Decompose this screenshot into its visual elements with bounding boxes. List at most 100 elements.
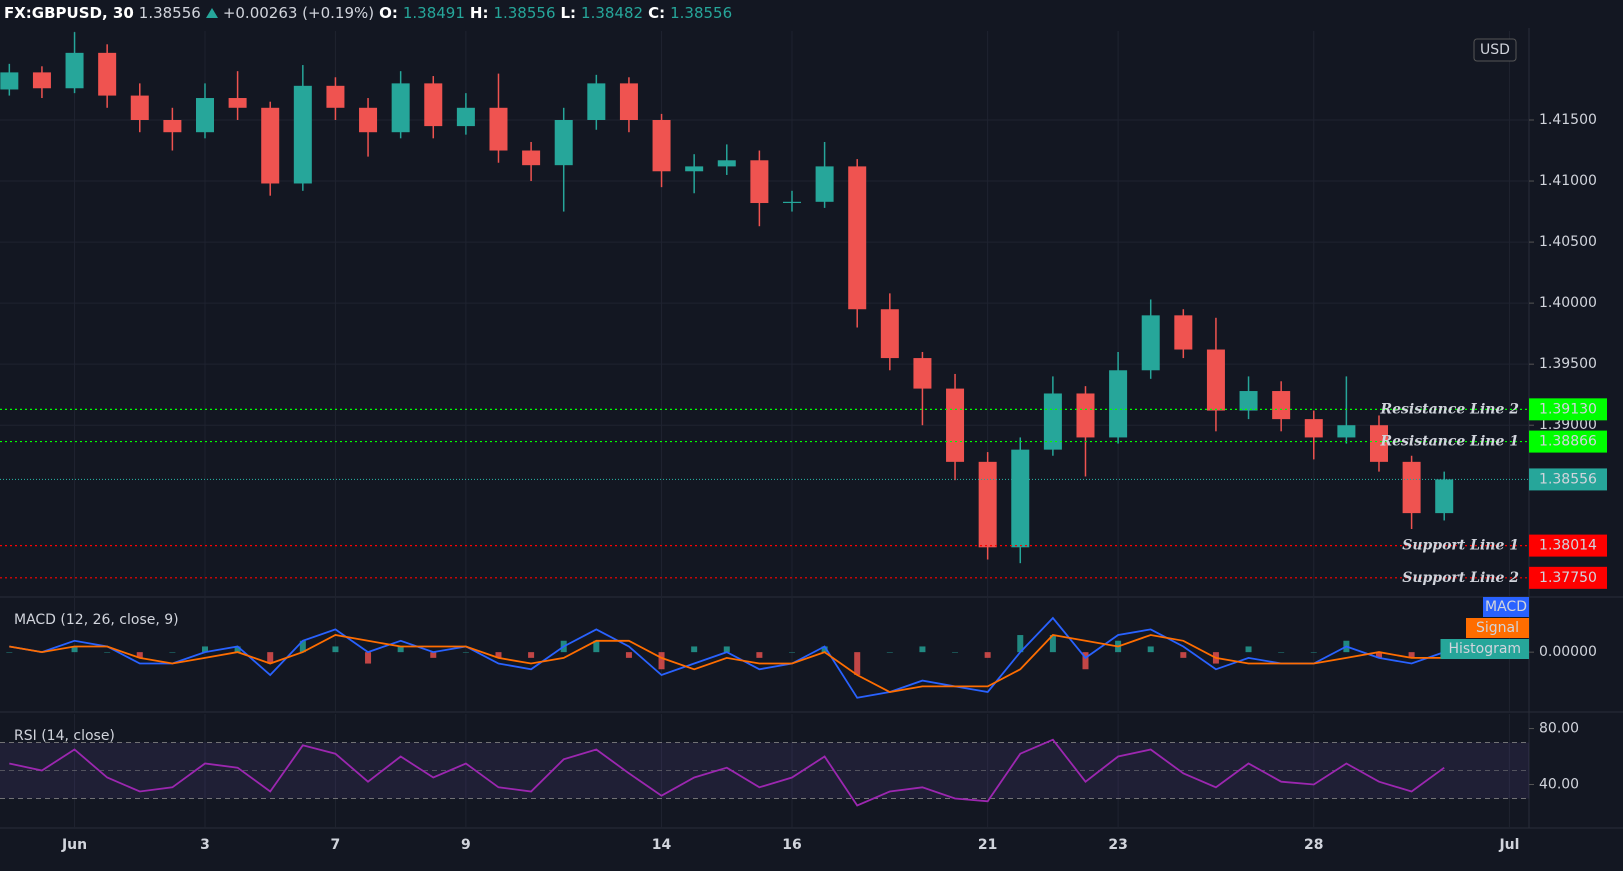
histogram-bar bbox=[332, 646, 339, 653]
histogram-bar bbox=[1278, 652, 1285, 653]
close-value: 1.38556 bbox=[670, 4, 733, 22]
histogram-bar bbox=[723, 646, 730, 653]
histogram-bar bbox=[658, 652, 665, 670]
legend-badge bbox=[1483, 597, 1529, 617]
legend-badge bbox=[1466, 618, 1529, 638]
candle-body bbox=[815, 166, 834, 202]
open-value: 1.38491 bbox=[402, 4, 465, 22]
histogram-bar bbox=[1147, 646, 1154, 653]
candle-body bbox=[1043, 393, 1062, 450]
histogram-bar bbox=[6, 652, 13, 653]
candle-body bbox=[65, 52, 84, 89]
histogram-bar bbox=[593, 640, 600, 653]
level-badge bbox=[1529, 534, 1607, 557]
currency-badge bbox=[1473, 38, 1517, 62]
histogram-bar bbox=[788, 652, 795, 653]
change: +0.00263 (+0.19%) bbox=[222, 4, 375, 22]
legend-label: MACD bbox=[1485, 599, 1527, 615]
candle-body bbox=[130, 95, 149, 121]
candle-body bbox=[1076, 393, 1095, 438]
histogram-bar bbox=[1017, 635, 1024, 653]
x-tick-label: Jul bbox=[1498, 837, 1519, 853]
y-tick-label: 80.00 bbox=[1539, 721, 1579, 737]
histogram-bar bbox=[1082, 652, 1089, 670]
level-value: 1.38556 bbox=[1539, 471, 1597, 487]
candle-body bbox=[1174, 315, 1193, 350]
histogram-bar bbox=[1408, 652, 1415, 658]
histogram-bar bbox=[71, 646, 78, 653]
histogram-bar bbox=[528, 652, 535, 658]
level-name: Resistance Line 2 bbox=[1379, 401, 1519, 417]
candle-body bbox=[522, 150, 541, 166]
x-tick-label: 21 bbox=[978, 837, 997, 853]
histogram-bar bbox=[397, 646, 404, 653]
last-price: 1.38556 bbox=[138, 4, 201, 22]
candle-body bbox=[1272, 391, 1291, 420]
candle-body bbox=[195, 98, 214, 133]
candle-body bbox=[587, 83, 606, 121]
candle-body bbox=[228, 98, 247, 108]
candle-body bbox=[1109, 370, 1128, 438]
x-tick-label: 14 bbox=[652, 837, 672, 853]
candle-body bbox=[1011, 449, 1030, 548]
candle-body bbox=[456, 107, 475, 127]
histogram-bar bbox=[267, 652, 274, 664]
panel-title: RSI (14, close) bbox=[14, 728, 115, 744]
candle-body bbox=[98, 52, 117, 96]
close-label: C: bbox=[648, 4, 666, 22]
level-badge bbox=[1529, 468, 1607, 491]
level-value: 1.37750 bbox=[1539, 570, 1597, 586]
histogram-bar bbox=[495, 652, 502, 658]
candle-body bbox=[489, 107, 508, 151]
histogram-bar bbox=[1310, 652, 1317, 653]
x-tick-label: Jun bbox=[61, 837, 87, 853]
histogram-bar bbox=[919, 646, 926, 653]
candle-body bbox=[652, 120, 671, 172]
candle-body bbox=[359, 107, 378, 133]
low-label: L: bbox=[560, 4, 577, 22]
legend-label: Histogram bbox=[1448, 641, 1521, 657]
x-tick-label: 7 bbox=[331, 837, 341, 853]
y-tick-label: 1.40000 bbox=[1539, 295, 1597, 311]
high-label: H: bbox=[469, 4, 489, 22]
candle-body bbox=[913, 358, 932, 389]
low-value: 1.38482 bbox=[581, 4, 644, 22]
candle-body bbox=[1141, 315, 1160, 371]
candle-body bbox=[1304, 419, 1323, 438]
candle-body bbox=[261, 107, 280, 184]
histogram-bar bbox=[984, 652, 991, 658]
candle-body bbox=[1402, 461, 1421, 514]
histogram-bar bbox=[1375, 652, 1382, 658]
y-tick-label: 1.39000 bbox=[1539, 417, 1597, 433]
histogram-bar bbox=[234, 646, 241, 653]
candle-body bbox=[1206, 349, 1225, 411]
legend-badge bbox=[1440, 639, 1529, 659]
y-tick-label: 1.41500 bbox=[1539, 112, 1597, 128]
y-tick-label: 1.40500 bbox=[1539, 234, 1597, 250]
histogram-bar bbox=[365, 652, 372, 664]
candle-body bbox=[782, 201, 801, 204]
level-value: 1.39130 bbox=[1539, 401, 1597, 417]
level-name: Support Line 1 bbox=[1402, 538, 1519, 554]
histogram-bar bbox=[854, 652, 861, 675]
histogram-bar bbox=[136, 652, 143, 658]
histogram-bar bbox=[462, 652, 469, 653]
level-name: Support Line 2 bbox=[1402, 570, 1519, 586]
x-tick-label: 23 bbox=[1108, 837, 1127, 853]
x-tick-label: 16 bbox=[782, 837, 801, 853]
histogram-bar bbox=[1180, 652, 1187, 658]
histogram-bar bbox=[886, 652, 893, 653]
x-tick-label: 3 bbox=[200, 837, 210, 853]
histogram-bar bbox=[299, 640, 306, 653]
candle-body bbox=[32, 72, 51, 89]
level-name: Resistance Line 1 bbox=[1379, 434, 1519, 450]
candle-body bbox=[848, 166, 867, 310]
candle-body bbox=[1435, 479, 1454, 514]
candle-body bbox=[293, 85, 312, 184]
candle-body bbox=[1239, 391, 1258, 411]
series-line bbox=[9, 738, 1445, 807]
histogram-bar bbox=[1049, 635, 1056, 653]
open-label: O: bbox=[379, 4, 398, 22]
symbol: FX:GBPUSD, 30 bbox=[4, 4, 134, 22]
